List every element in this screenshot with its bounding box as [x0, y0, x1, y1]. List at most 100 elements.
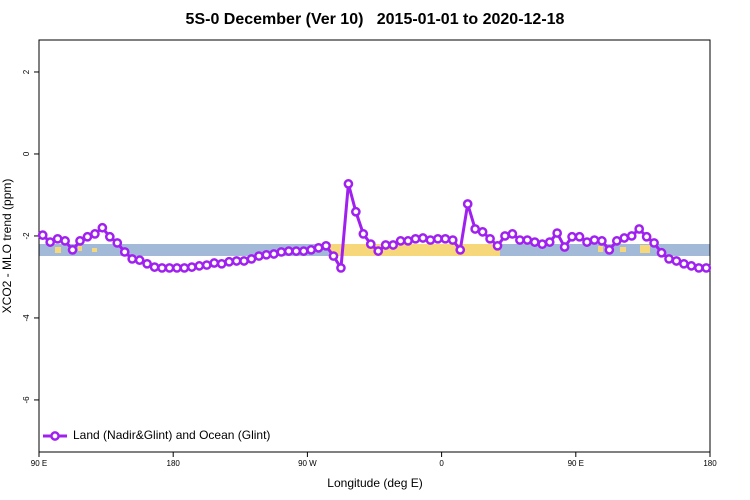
data-point [157, 263, 167, 273]
data-point [515, 235, 525, 245]
data-point [664, 254, 674, 264]
data-point [37, 230, 48, 240]
data-point [179, 263, 190, 273]
data-point [522, 235, 533, 245]
data-point [693, 263, 704, 273]
data-point [604, 245, 615, 255]
data-point [261, 249, 272, 260]
data-point [597, 236, 607, 246]
data-point [395, 236, 406, 246]
data-point [410, 233, 421, 244]
data-point [507, 229, 518, 239]
data-point [403, 236, 413, 246]
x-tick-label: 0 [439, 459, 444, 468]
data-point [119, 247, 130, 257]
data-point [537, 239, 548, 250]
data-point [254, 251, 264, 261]
data-point [343, 179, 354, 189]
data-point [574, 231, 585, 242]
chart-title: 5S-0 December (Ver 10) 2015-01-01 to 202… [186, 11, 565, 28]
data-point [269, 249, 279, 259]
data-point [529, 237, 540, 247]
data-point [351, 206, 361, 217]
data-point [45, 237, 56, 247]
data-point [172, 263, 182, 273]
data-point [686, 261, 697, 271]
data-point [90, 229, 100, 239]
data-point [60, 236, 70, 246]
data-point [97, 222, 108, 233]
data-point [134, 255, 145, 265]
data-point [112, 238, 123, 248]
data-point [582, 237, 592, 247]
data-point [246, 254, 257, 264]
data-point [358, 229, 369, 239]
data-point [559, 242, 570, 252]
data-point [298, 246, 309, 256]
data-point [544, 237, 555, 247]
legend-label: Land (Nadir&Glint) and Ocean (Glint) [73, 428, 270, 442]
data-point [552, 228, 563, 238]
data-point [447, 235, 458, 245]
data-point [470, 224, 480, 234]
data-point [216, 258, 227, 269]
data-point [485, 233, 495, 244]
data-point [425, 235, 436, 245]
data-point [649, 238, 659, 248]
data-point [492, 240, 503, 251]
data-point [52, 233, 63, 244]
data-point [589, 235, 600, 245]
data-point [336, 263, 346, 273]
data-point [373, 246, 384, 256]
data-point [440, 233, 451, 244]
data-point [186, 262, 197, 272]
y-tick-label: -2 [22, 232, 31, 240]
data-point [567, 231, 577, 242]
data-point [619, 233, 630, 243]
data-point [671, 256, 682, 266]
y-axis-label: XCO2 - MLO trend (ppm) [0, 179, 14, 314]
data-point [634, 224, 645, 234]
data-point [641, 231, 652, 242]
x-tick-label: 180 [703, 459, 717, 468]
data-point [104, 231, 115, 242]
data-point [462, 199, 473, 209]
data-point [701, 263, 712, 273]
data-point [306, 245, 316, 255]
y-tick-label: 2 [22, 69, 31, 74]
data-point [194, 261, 205, 271]
data-point [291, 246, 302, 256]
data-point [67, 245, 78, 255]
data-point [388, 240, 398, 250]
y-tick-label: -6 [22, 396, 31, 404]
data-point [380, 240, 391, 250]
data-point [455, 245, 466, 255]
x-tick-label: 180 [167, 459, 181, 468]
data-point [418, 233, 428, 243]
x-tick-label: 90 E [31, 459, 47, 468]
plot-frame [38, 39, 711, 453]
data-point [209, 258, 220, 268]
data-point [477, 227, 488, 237]
data-point [82, 231, 93, 242]
data-point [224, 256, 234, 267]
data-point [283, 246, 294, 256]
data-point [626, 231, 637, 241]
data-point [313, 242, 324, 253]
data-point [433, 233, 443, 244]
x-tick-label: 90 W [298, 459, 317, 468]
x-tick-label: 90 E [568, 459, 584, 468]
data-point [365, 239, 376, 250]
data-point [611, 236, 622, 246]
data-point [276, 247, 287, 257]
data-point [656, 247, 667, 258]
y-tick-label: -4 [22, 314, 31, 322]
data-point [201, 260, 212, 270]
data-point [75, 236, 85, 246]
data-point [328, 251, 339, 261]
x-axis-label: Longitude (deg E) [327, 476, 422, 490]
data-point [321, 240, 331, 251]
data-point [500, 231, 510, 241]
data-point [231, 256, 242, 266]
